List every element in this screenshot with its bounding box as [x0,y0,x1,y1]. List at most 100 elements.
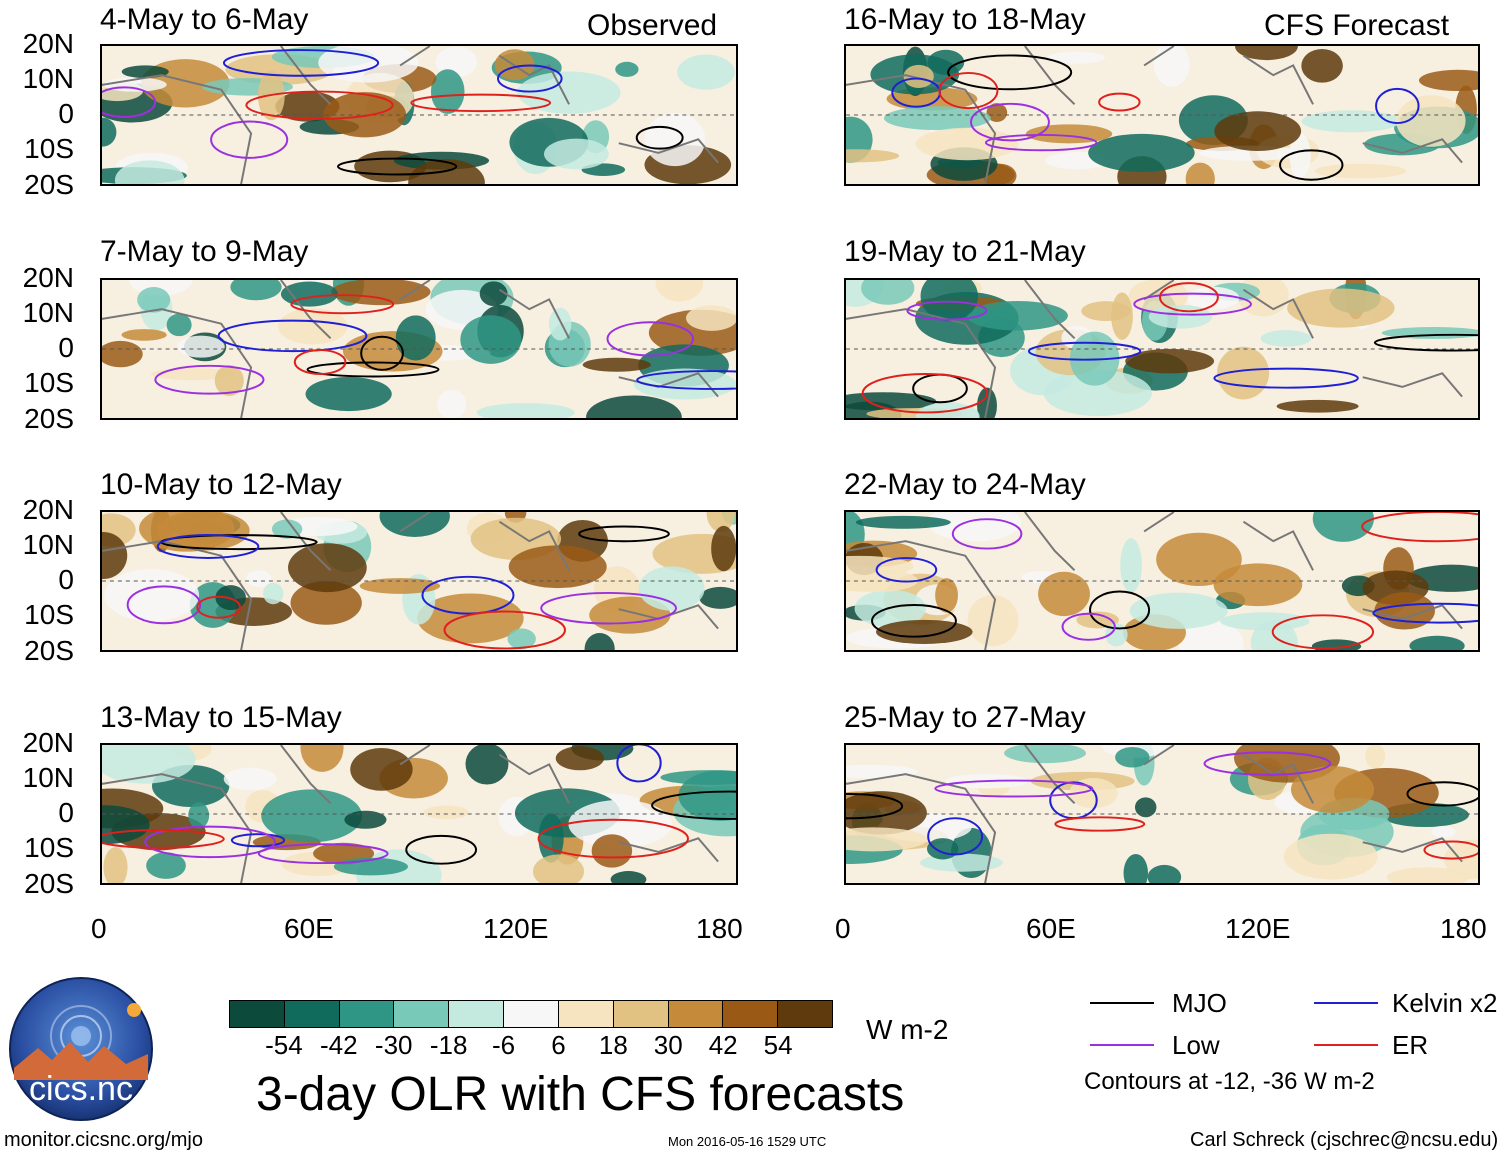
olr-anomaly-blob [967,594,1019,647]
panel-title-right-3: 22-May to 24-May [844,468,1086,501]
contour-er [938,71,999,110]
olr-anomaly-blob [300,745,344,772]
colorbar-swatch-5 [504,1001,559,1027]
coastline [102,745,719,883]
colorbar-swatch-8 [668,1001,724,1027]
olr-anomaly-blob [223,767,277,791]
colorbar-tick-0: -54 [265,1030,303,1060]
olr-anomaly-blob [706,512,736,533]
colorbar-tick-7: 30 [653,1030,683,1060]
olr-anomaly-blob [1120,538,1142,593]
olr-anomaly-blob [855,515,951,529]
olr-anomaly-blob [508,545,607,589]
colorbar-swatch-0 [230,1001,285,1027]
olr-anomaly-blob [876,619,973,644]
contour-er [293,349,347,375]
olr-anomaly-blob [615,61,639,77]
olr-anomaly-blob [137,286,171,313]
olr-anomaly-blob [230,280,282,301]
contour-mjo [1373,333,1478,352]
olr-anomaly-blob [102,532,128,580]
olr-anomaly-blob [915,402,980,418]
colorbar-units: W m-2 [866,1014,949,1045]
contour-low [606,321,694,357]
legend-line-mjo [1090,1002,1154,1004]
contour-low [984,133,1098,152]
olr-anomaly-blob [1260,330,1312,347]
olr-anomaly-blob [977,387,997,418]
legend-line-kelvin [1314,1002,1378,1004]
olr-anomaly-blob [1038,571,1090,617]
olr-anomaly-blob [479,281,508,307]
lat-label-4-20n: 20N [22,727,74,758]
contour-mjo [337,157,458,176]
contour-low [257,843,389,865]
olr-anomaly-blob [903,64,934,88]
contour-er [245,90,394,120]
contour-er [196,595,242,619]
olr-anomaly-blob [1147,864,1182,883]
olr-anomaly-blob [280,281,338,307]
olr-anomaly-blob [1115,746,1150,768]
olr-anomaly-blob [699,586,736,609]
olr-anomaly-blob [1235,46,1298,61]
olr-anomaly-blob [935,578,958,613]
map-panel-right-4 [844,743,1480,885]
contour-low [540,591,677,625]
map-panel-left-1 [100,44,738,186]
lat-label-4-20s: 20S [24,868,74,899]
lat-label-3-20n: 20N [22,494,74,525]
olr-anomaly-blob [350,748,413,791]
olr-anomaly-blob [1153,46,1190,87]
olr-anomaly-blob [846,392,937,411]
contour-low [1133,292,1252,316]
contour-kelvin-x2 [927,817,984,856]
lat-label-1-10s: 10S [24,133,74,164]
contour-low [934,779,1094,798]
contour-kelvin-x2 [1372,602,1478,624]
lon-label-right-0: 0 [835,913,851,944]
lon-label-left-60e: 60E [284,913,334,944]
olr-anomaly-blob [861,280,915,305]
logo-text: cics.nc [29,1070,133,1108]
panel-title-right-2: 19-May to 21-May [844,235,1086,268]
olr-anomaly-blob [214,364,244,397]
olr-anomaly-blob [711,525,736,572]
olr-anomaly-blob [1125,348,1215,374]
lon-label-left-0: 0 [91,913,107,944]
olr-anomaly-blob [121,65,169,79]
contour-er [861,373,989,414]
olr-anomaly-blob [966,300,1068,331]
lon-label-left-120e: 120E [483,913,549,944]
olr-anomaly-blob [1311,639,1362,650]
olr-anomaly-blob [1134,797,1157,818]
olr-anomaly-blob [460,315,522,364]
olr-anomaly-blob [686,305,736,331]
lat-label-3-20s: 20S [24,635,74,666]
contour-kelvin-x2 [497,64,563,93]
footer-url[interactable]: monitor.cicsnc.org/mjo [4,1129,203,1151]
legend-label-mjo: MJO [1172,988,1227,1018]
coastline [102,512,719,650]
olr-anomaly-blob [584,632,615,650]
contour-kelvin-x2 [1027,341,1142,361]
colorbar-tick-9: 54 [763,1030,793,1060]
lat-label-3-10s: 10S [24,599,74,630]
olr-anomaly-blob [633,368,736,400]
colorbar-tick-6: 18 [598,1030,628,1060]
olr-anomaly-blob [379,512,450,537]
panel-title-left-4: 13-May to 15-May [100,701,342,734]
contour-kelvin-x2 [875,557,938,583]
olr-anomaly-blob [846,555,914,577]
contour-low [951,518,1023,550]
lon-label-right-60e: 60E [1026,913,1076,944]
olr-anomaly-blob [1409,635,1465,650]
olr-anomaly-blob [151,367,235,381]
contour-low [144,825,276,859]
lat-label-4-10s: 10S [24,832,74,863]
olr-anomaly-blob [344,810,387,829]
olr-anomaly-blob [1213,563,1303,607]
olr-anomaly-blob [331,280,431,306]
colorbar-swatch-4 [449,1001,505,1027]
olr-anomaly-blob [1178,620,1244,650]
